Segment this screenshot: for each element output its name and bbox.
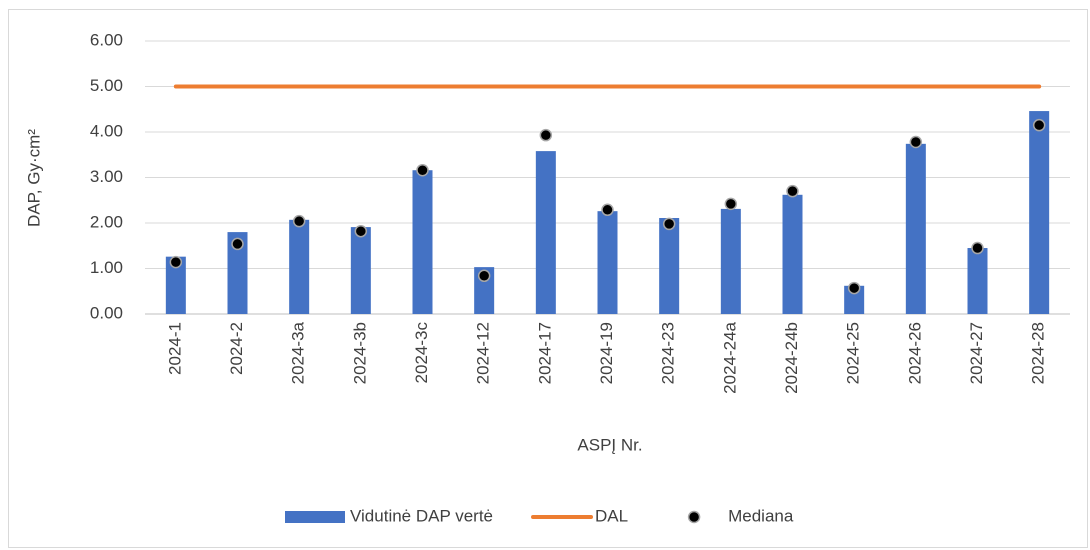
- x-tick-label: 2024-24a: [720, 321, 739, 393]
- y-tick-label: 2.00: [90, 212, 123, 231]
- median-dot: [1032, 118, 1046, 132]
- legend-label: Mediana: [728, 506, 794, 525]
- bar: [967, 248, 988, 314]
- bar: [782, 194, 803, 314]
- x-tick-label: 2024-12: [474, 322, 493, 384]
- x-tick-label: 2024-25: [844, 322, 863, 384]
- bar: [535, 151, 556, 314]
- legend-swatch: [687, 510, 701, 524]
- x-tick-label: 2024-3c: [412, 322, 431, 384]
- x-tick-label: 2024-17: [535, 322, 554, 384]
- y-tick-label: 6.00: [90, 30, 123, 49]
- x-axis-label: ASPĮ Nr.: [577, 435, 642, 454]
- x-tick-label: 2024-19: [597, 322, 616, 384]
- x-tick-label: 2024-1: [165, 322, 184, 375]
- bar: [720, 208, 741, 314]
- legend-swatch: [285, 511, 345, 523]
- median-dot: [539, 128, 553, 142]
- median-dot: [601, 203, 614, 217]
- x-tick-label: 2024-28: [1029, 322, 1048, 384]
- median-dot: [662, 217, 676, 231]
- median-dot: [416, 163, 429, 177]
- x-tick-label: 2024-27: [967, 322, 986, 384]
- y-axis-label: DAP, Gy·cm²: [24, 129, 43, 227]
- median-dot: [971, 241, 984, 255]
- median-dot: [292, 214, 306, 228]
- bar: [659, 217, 680, 314]
- median-dot: [169, 255, 183, 269]
- median-dot: [354, 224, 368, 238]
- x-tick-label: 2024-3a: [289, 321, 308, 384]
- y-tick-label: 3.00: [90, 167, 123, 186]
- bar: [597, 211, 618, 314]
- bar: [412, 170, 433, 314]
- median-dot: [231, 237, 244, 251]
- median-dot: [847, 281, 861, 295]
- y-tick-label: 0.00: [90, 303, 123, 322]
- y-tick-label: 1.00: [90, 258, 123, 277]
- median-dot: [909, 135, 923, 149]
- bar: [350, 227, 371, 314]
- legend-label: DAL: [595, 506, 628, 525]
- x-tick-label: 2024-2: [227, 322, 246, 375]
- bar: [165, 256, 186, 314]
- x-tick-label: 2024-26: [905, 322, 924, 384]
- bar: [1029, 111, 1050, 314]
- x-tick-label: 2024-24b: [782, 322, 801, 394]
- bar: [905, 143, 926, 314]
- bar: [844, 285, 865, 314]
- x-tick-label: 2024-3b: [350, 322, 369, 384]
- median-dot: [477, 269, 491, 283]
- y-tick-label: 4.00: [90, 121, 123, 140]
- median-dot: [786, 184, 799, 198]
- y-tick-label: 5.00: [90, 76, 123, 95]
- legend-label: Vidutinė DAP vertė: [350, 506, 493, 525]
- x-tick-label: 2024-23: [659, 322, 678, 384]
- bar: [227, 232, 248, 314]
- bar: [289, 219, 310, 314]
- median-dot: [724, 197, 738, 211]
